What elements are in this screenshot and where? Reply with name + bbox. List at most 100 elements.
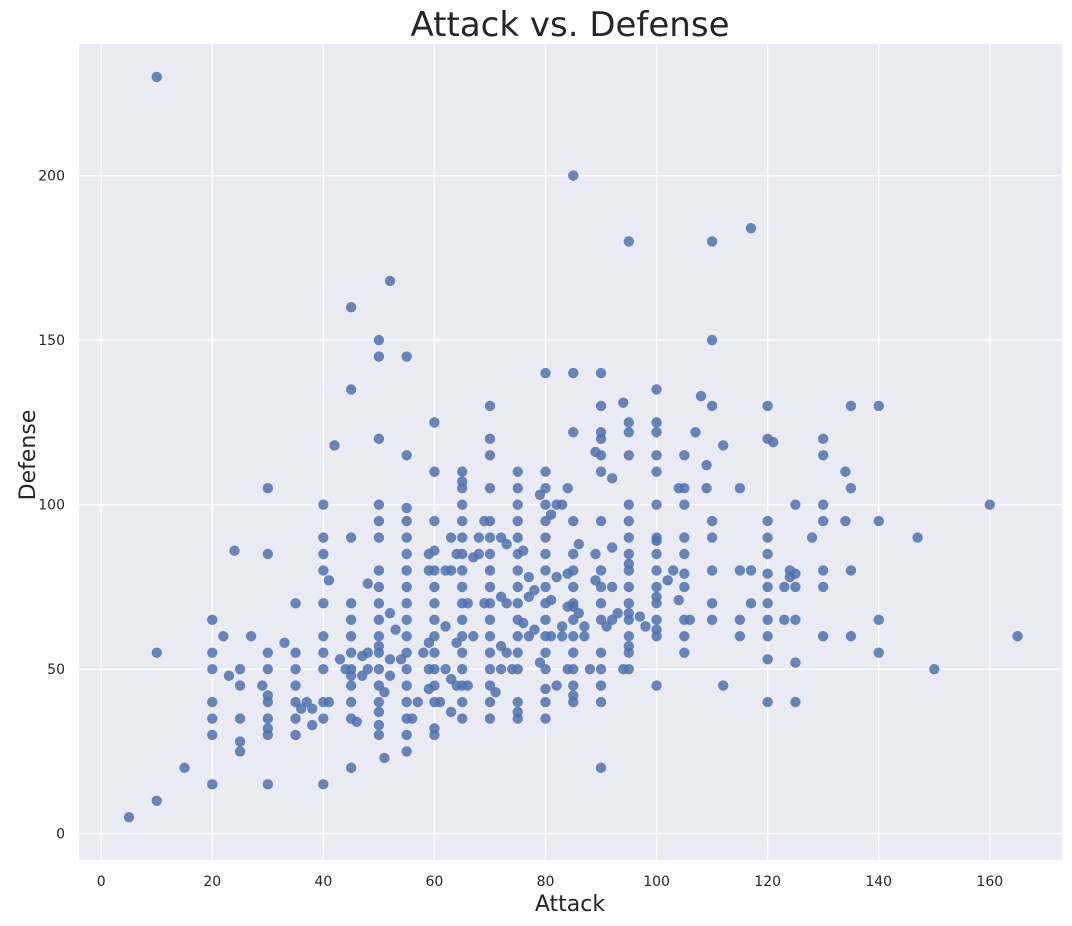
scatter-point <box>595 565 607 576</box>
scatter-point <box>290 713 301 724</box>
y-tick-label: 150 <box>38 333 65 349</box>
scatter-point <box>762 614 773 626</box>
scatter-point <box>345 302 357 313</box>
scatter-point <box>984 499 996 510</box>
scatter-point <box>401 581 412 593</box>
scatter-point <box>373 640 385 652</box>
scatter-point <box>623 598 635 609</box>
scatter-point <box>545 594 557 606</box>
scatter-point <box>401 532 412 543</box>
scatter-point <box>873 647 884 658</box>
scatter-point <box>523 571 535 583</box>
scatter-point <box>362 663 373 675</box>
scatter-point <box>762 581 773 593</box>
scatter-point <box>345 696 357 708</box>
scatter-point <box>429 631 440 642</box>
scatter-point <box>579 631 590 642</box>
scatter-point <box>762 568 773 579</box>
scatter-point <box>651 680 662 691</box>
scatter-point <box>595 427 607 438</box>
scatter-point <box>373 663 385 675</box>
scatter-point <box>623 427 635 438</box>
scatter-point <box>817 499 829 510</box>
scatter-point <box>151 71 162 83</box>
scatter-point <box>262 548 274 560</box>
scatter-point <box>762 631 773 642</box>
scatter-point <box>540 367 551 379</box>
scatter-point <box>318 499 329 510</box>
scatter-point <box>123 812 135 823</box>
scatter-point <box>706 236 718 247</box>
scatter-point <box>590 548 601 560</box>
scatter-point <box>462 598 473 609</box>
scatter-point <box>207 647 218 658</box>
scatter-point <box>673 594 684 606</box>
scatter-point <box>457 631 468 642</box>
scatter-point <box>318 779 329 790</box>
scatter-point <box>440 663 451 675</box>
scatter-point <box>873 614 884 626</box>
x-tick-label: 0 <box>97 874 106 890</box>
scatter-point <box>223 670 235 681</box>
scatter-point <box>679 631 690 642</box>
scatter-point <box>512 532 523 543</box>
scatter-point <box>568 515 579 527</box>
scatter-point <box>401 614 412 626</box>
scatter-point <box>745 598 757 609</box>
scatter-point <box>684 614 696 626</box>
scatter-point <box>817 450 829 461</box>
scatter-point <box>457 499 468 510</box>
scatter-point <box>434 696 446 708</box>
scatter-point <box>262 779 274 790</box>
x-tick-label: 100 <box>643 874 670 890</box>
scatter-point <box>762 696 773 708</box>
scatter-point <box>262 723 274 734</box>
scatter-point <box>218 631 229 642</box>
scatter-point <box>556 499 568 510</box>
scatter-point <box>595 581 607 593</box>
scatter-point <box>429 581 440 593</box>
scatter-point <box>651 417 662 428</box>
scatter-point <box>762 654 773 665</box>
scatter-point <box>484 482 496 494</box>
scatter-point <box>623 663 635 675</box>
scatter-point <box>318 598 329 609</box>
scatter-point <box>457 515 468 527</box>
scatter-point <box>151 795 162 806</box>
data-points <box>123 71 1023 823</box>
scatter-point <box>501 598 512 609</box>
scatter-point <box>679 499 690 510</box>
scatter-point <box>790 696 801 708</box>
scatter-point <box>651 624 662 635</box>
scatter-point <box>679 548 690 560</box>
scatter-point <box>229 545 240 556</box>
scatter-point <box>207 779 218 790</box>
scatter-point <box>207 663 218 675</box>
scatter-point <box>307 703 318 714</box>
scatter-point <box>512 696 523 708</box>
scatter-point <box>623 236 635 247</box>
scatter-point <box>262 663 274 675</box>
scatter-point <box>429 417 440 428</box>
scatter-point <box>484 400 496 412</box>
scatter-point <box>912 532 923 543</box>
scatter-point <box>373 631 385 642</box>
scatter-point <box>568 631 579 642</box>
scatter-point <box>568 427 579 438</box>
scatter-point <box>390 624 401 635</box>
scatter-point <box>457 476 468 487</box>
scatter-point <box>457 532 468 543</box>
scatter-point <box>401 450 412 461</box>
scatter-point <box>518 545 529 556</box>
scatter-point <box>373 334 385 346</box>
scatter-point <box>512 499 523 510</box>
scatter-point <box>651 614 662 626</box>
scatter-point <box>373 614 385 626</box>
x-tick-label: 40 <box>314 874 332 890</box>
scatter-point <box>668 565 679 576</box>
scatter-point <box>651 450 662 461</box>
scatter-point <box>840 466 851 477</box>
scatter-point <box>345 532 357 543</box>
scatter-point <box>512 598 523 609</box>
scatter-point <box>762 598 773 609</box>
